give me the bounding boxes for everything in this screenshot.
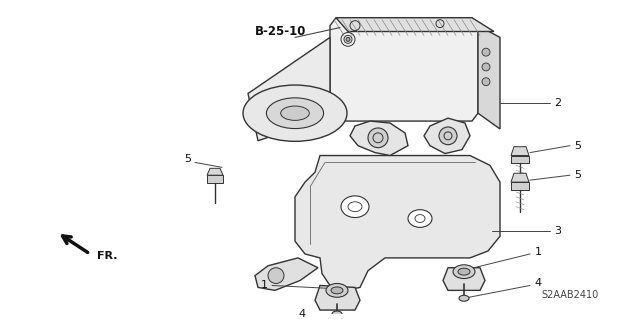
Circle shape <box>439 127 457 145</box>
Text: FR.: FR. <box>97 251 117 261</box>
Text: 5: 5 <box>575 141 582 151</box>
Text: 1: 1 <box>260 280 268 291</box>
Ellipse shape <box>243 85 347 141</box>
Ellipse shape <box>326 284 348 297</box>
Polygon shape <box>207 168 223 175</box>
Text: 4: 4 <box>534 278 541 288</box>
Ellipse shape <box>331 287 343 294</box>
Circle shape <box>482 63 490 71</box>
Ellipse shape <box>459 295 469 301</box>
Ellipse shape <box>266 98 324 129</box>
Ellipse shape <box>408 210 432 227</box>
Polygon shape <box>248 37 330 141</box>
Polygon shape <box>255 258 318 290</box>
Text: 3: 3 <box>554 226 561 236</box>
Text: 4: 4 <box>298 309 305 319</box>
Polygon shape <box>336 18 494 32</box>
Polygon shape <box>511 147 529 156</box>
Circle shape <box>346 37 350 41</box>
Polygon shape <box>443 268 485 290</box>
Circle shape <box>268 268 284 284</box>
Ellipse shape <box>458 268 470 275</box>
Polygon shape <box>295 156 500 290</box>
Circle shape <box>482 48 490 56</box>
Circle shape <box>482 78 490 85</box>
Ellipse shape <box>281 106 309 120</box>
Text: 1: 1 <box>534 247 541 257</box>
Polygon shape <box>424 118 470 153</box>
Polygon shape <box>478 26 500 129</box>
Ellipse shape <box>453 265 475 278</box>
Text: 2: 2 <box>554 98 561 108</box>
Text: 5: 5 <box>184 154 191 165</box>
Ellipse shape <box>332 311 342 317</box>
Text: 5: 5 <box>575 170 582 180</box>
Bar <box>511 182 529 190</box>
Polygon shape <box>350 121 408 156</box>
Polygon shape <box>330 18 478 121</box>
Text: B-25-10: B-25-10 <box>255 25 307 38</box>
Bar <box>207 175 223 183</box>
Bar <box>511 156 529 163</box>
Polygon shape <box>315 286 360 310</box>
Polygon shape <box>511 173 529 182</box>
Circle shape <box>368 128 388 148</box>
Text: S2AAB2410: S2AAB2410 <box>541 290 598 300</box>
Ellipse shape <box>341 196 369 218</box>
